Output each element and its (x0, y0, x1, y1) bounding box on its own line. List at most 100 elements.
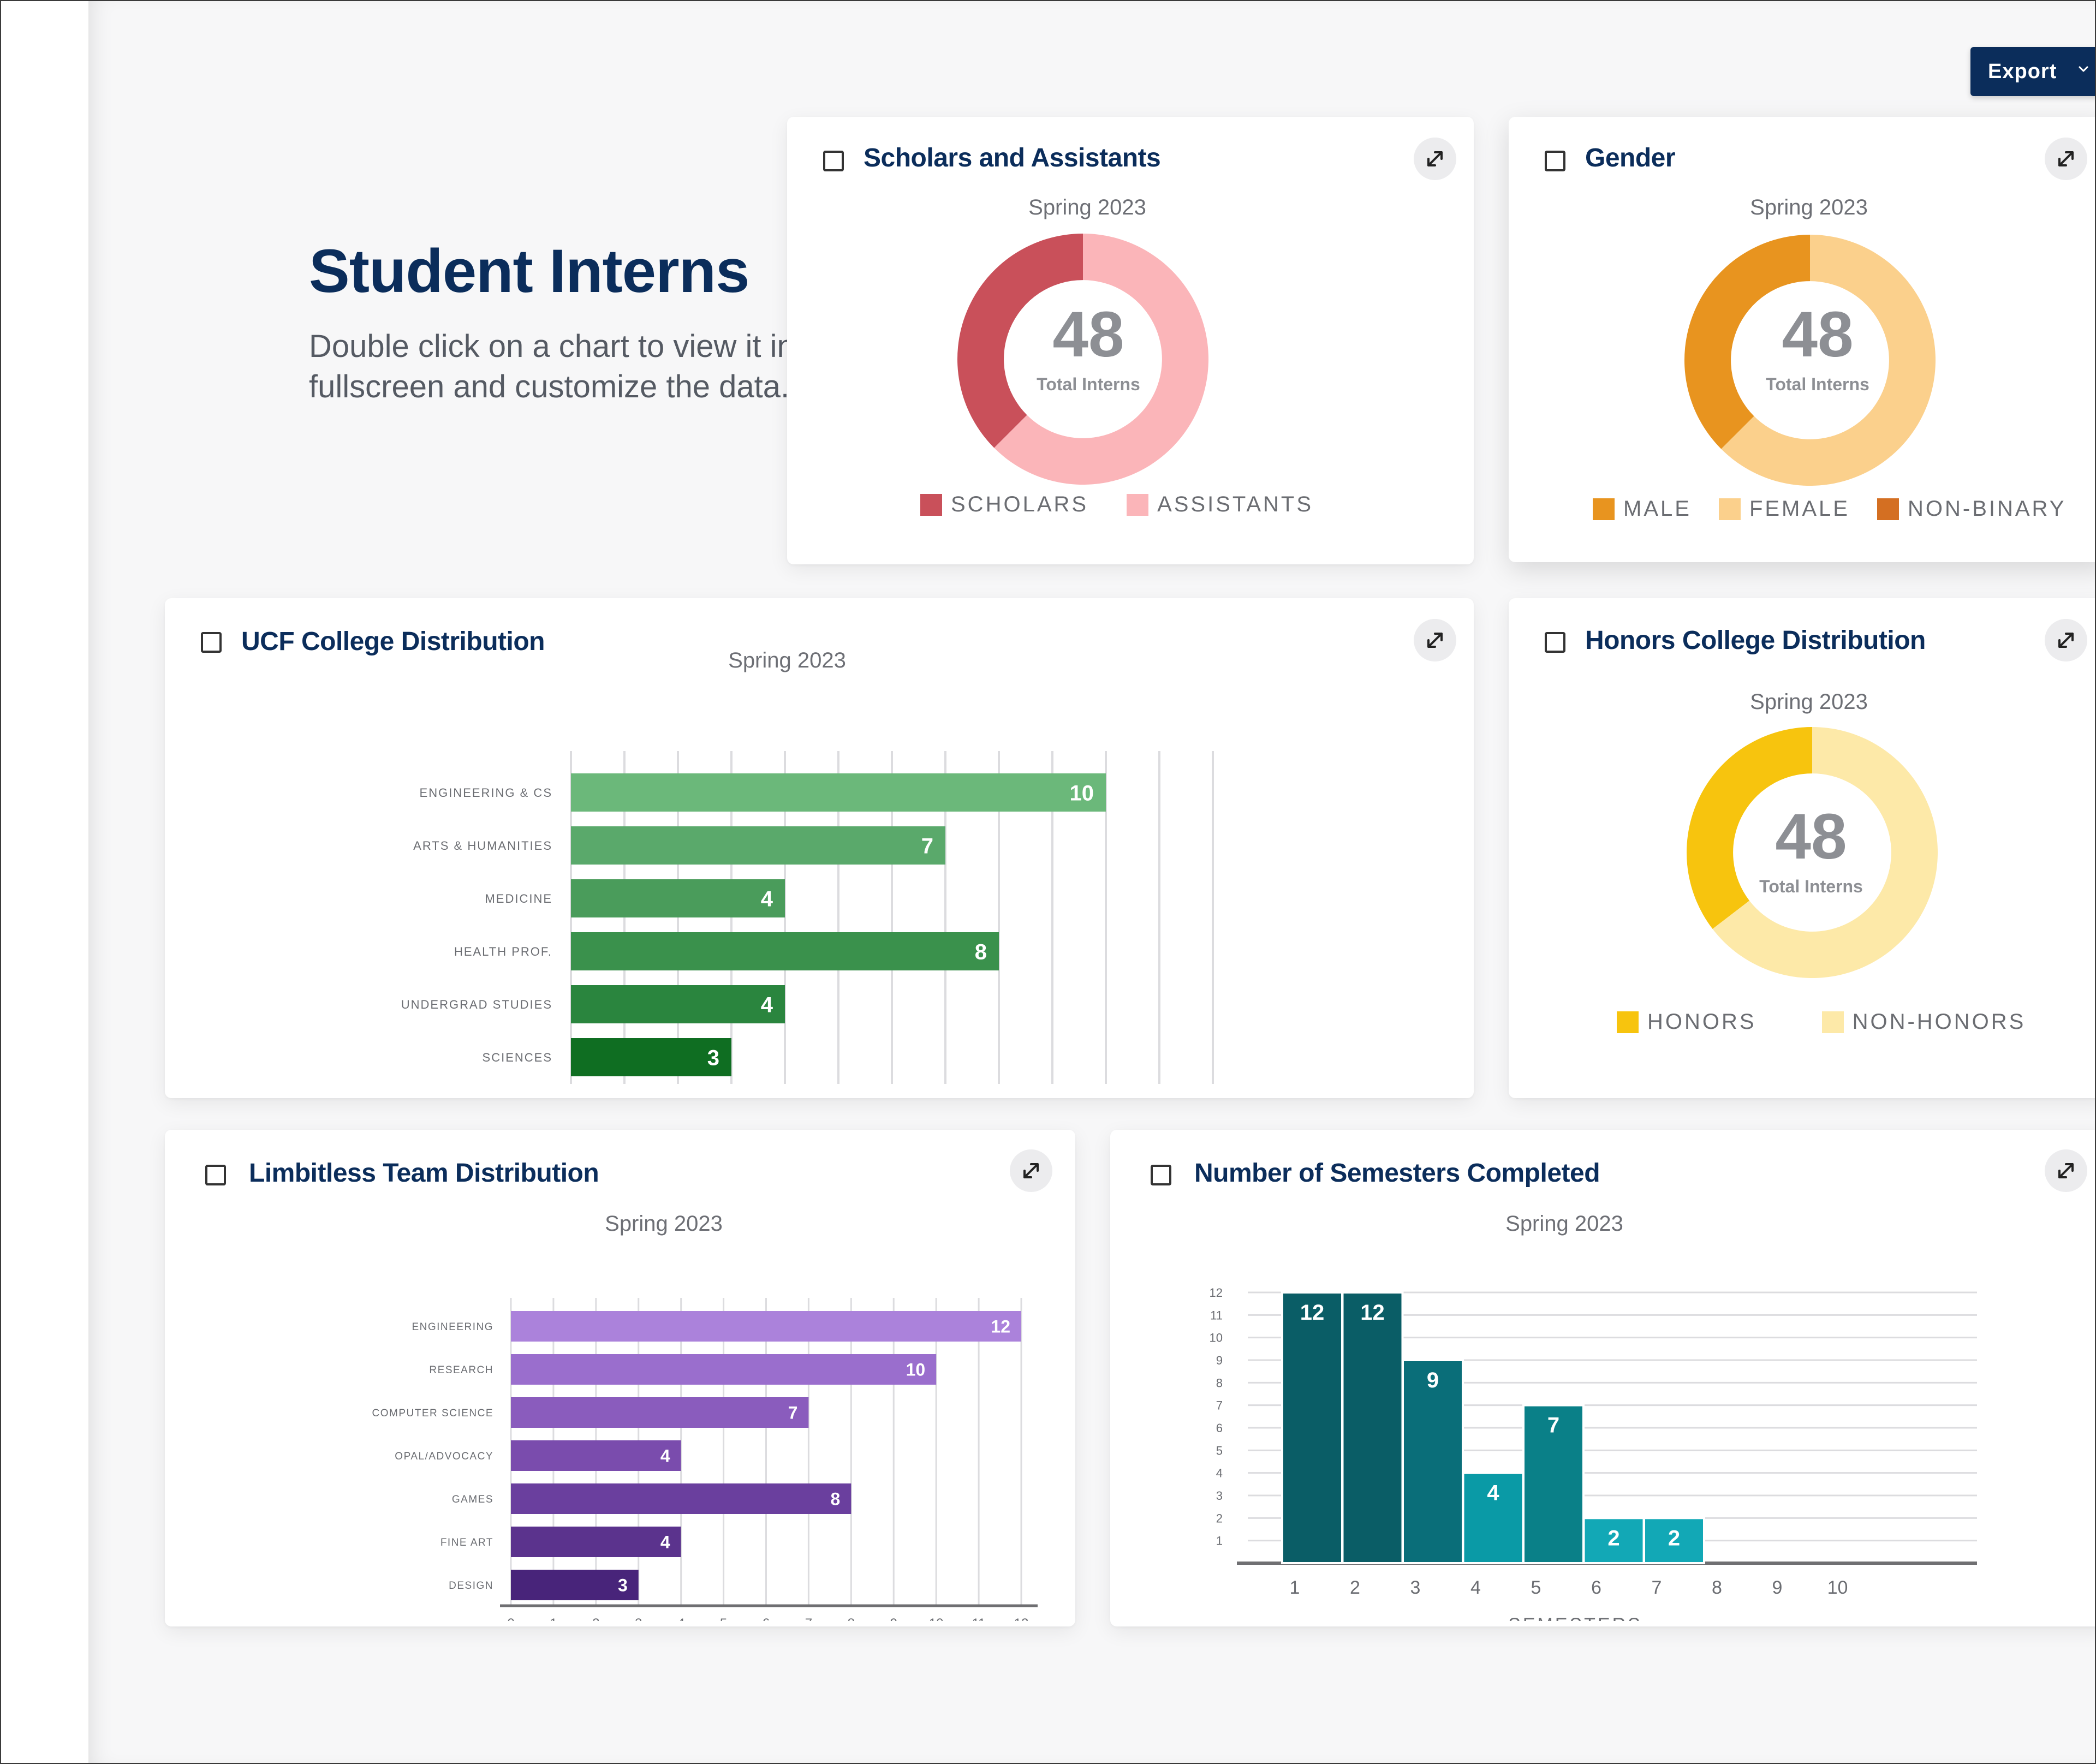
column (1643, 1517, 1705, 1565)
legend-label: FEMALE (1749, 497, 1850, 521)
bar (511, 1440, 681, 1471)
honors-card[interactable]: Honors College Distribution Spring 2023 … (1509, 598, 2095, 1098)
expand-button[interactable] (2045, 138, 2087, 180)
bar-value-label: 4 (761, 993, 773, 1017)
x-tick-label: 0 (507, 1616, 514, 1621)
column (1281, 1291, 1343, 1564)
legend-swatch (1718, 498, 1741, 520)
bar (571, 826, 945, 865)
expand-icon (2058, 633, 2074, 648)
scholars-checkbox[interactable] (823, 151, 844, 171)
chart-period: Spring 2023 (1505, 1212, 1623, 1236)
x-tick-label: 1 (550, 1616, 557, 1621)
semesters-checkbox[interactable] (1151, 1165, 1171, 1185)
y-tick-label: 4 (1216, 1467, 1223, 1480)
x-axis-title: SEMESTERS (1508, 1614, 1642, 1621)
legend-label: NON-HONORS (1852, 1010, 2026, 1034)
x-tick-label: 5 (720, 1616, 727, 1621)
x-tick-label: 9 (1772, 1577, 1783, 1598)
total-label: Total Interns (1766, 374, 1869, 394)
category-label: ENGINEERING & CS (420, 786, 552, 800)
x-tick-label: 3 (1410, 1577, 1421, 1598)
y-tick-label: 10 (1210, 1331, 1223, 1345)
x-tick-label: 5 (1531, 1577, 1541, 1598)
bar-chart: 012345678910111212ENGINEERING10RESEARCH7… (372, 1298, 1038, 1621)
category-label: COMPUTER SCIENCE (372, 1408, 493, 1419)
chevron-down-icon (2079, 66, 2088, 72)
bar-value-label: 3 (707, 1046, 719, 1070)
column-value-label: 2 (1668, 1526, 1680, 1550)
bar (571, 1038, 731, 1076)
donut-slice-non-honors (1712, 727, 1938, 978)
ucf-checkbox[interactable] (201, 632, 222, 653)
donut-slice-honors (1687, 727, 1812, 929)
category-label: GAMES (452, 1494, 493, 1505)
y-tick-label: 7 (1216, 1399, 1223, 1413)
x-tick-label: 7 (1652, 1577, 1662, 1598)
category-label: DESIGN (449, 1580, 493, 1592)
y-tick-label: 9 (1216, 1354, 1223, 1367)
gender-card[interactable]: Gender Spring 2023 48 Total Interns MALE… (1509, 117, 2095, 562)
expand-icon (1023, 1163, 1039, 1178)
chart-period: Spring 2023 (1750, 690, 1868, 714)
expand-button[interactable] (1010, 1149, 1052, 1192)
column (1341, 1291, 1404, 1564)
legend-item-non-honors[interactable]: NON-HONORS (1821, 1010, 2026, 1034)
category-label: RESEARCH (429, 1364, 493, 1376)
bar-value-label: 4 (761, 887, 773, 911)
legend-swatch (1593, 498, 1615, 520)
legend-item-female[interactable]: FEMALE (1718, 497, 1850, 521)
chart-period: Spring 2023 (728, 648, 846, 672)
legend-label: HONORS (1647, 1010, 1756, 1034)
page-subtitle: Double click on a chart to view it in fu… (309, 329, 795, 404)
chart-period: Spring 2023 (1028, 195, 1146, 219)
column-value-label: 4 (1487, 1481, 1499, 1505)
x-tick-label: 4 (1470, 1577, 1481, 1598)
expand-button[interactable] (2045, 619, 2087, 662)
donut-center: 48 Total Interns (1759, 804, 1863, 897)
expand-icon (2058, 151, 2074, 166)
bar (511, 1527, 681, 1557)
bar-value-label: 8 (831, 1489, 841, 1509)
scholars-card[interactable]: Scholars and Assistants Spring 2023 48 T… (787, 117, 1474, 564)
legend-item-scholars[interactable]: SCHOLARS (920, 492, 1088, 517)
bar-value-label: 4 (660, 1446, 670, 1466)
expand-button[interactable] (2045, 1149, 2087, 1192)
limbitless-checkbox[interactable] (205, 1165, 226, 1185)
legend-swatch (1821, 1011, 1844, 1033)
total-count: 48 (1775, 801, 1847, 873)
ucf-card[interactable]: UCF College Distribution Spring 2023 012… (165, 598, 1474, 1098)
x-tick-label: 1 (1290, 1577, 1300, 1598)
export-button[interactable]: Export (1970, 47, 2095, 96)
bar (511, 1311, 1021, 1342)
legend-item-male[interactable]: MALE (1593, 497, 1692, 521)
total-count: 48 (1052, 299, 1124, 371)
column (1582, 1517, 1645, 1565)
card-title: Number of Semesters Completed (1194, 1159, 1600, 1188)
bar-value-label: 8 (975, 940, 987, 964)
y-tick-label: 1 (1216, 1534, 1223, 1548)
limbitless-card[interactable]: Limbitless Team Distribution Spring 2023… (165, 1130, 1075, 1626)
category-label: OPAL/ADVOCACY (395, 1451, 493, 1462)
x-tick-label: 4 (677, 1616, 684, 1621)
column-value-label: 7 (1547, 1414, 1559, 1438)
column-value-label: 2 (1607, 1526, 1619, 1550)
bar (511, 1483, 851, 1514)
x-tick-label: 11 (972, 1616, 986, 1621)
legend-item-honors[interactable]: HONORS (1617, 1010, 1756, 1034)
gender-checkbox[interactable] (1545, 151, 1565, 171)
legend-label: MALE (1623, 497, 1692, 521)
legend-item-non-binary[interactable]: NON-BINARY (1877, 497, 2066, 521)
honors-checkbox[interactable] (1545, 632, 1565, 653)
semesters-card[interactable]: Number of Semesters Completed Spring 202… (1110, 1130, 2095, 1626)
donut-chart (957, 234, 1208, 485)
expand-button[interactable] (1414, 619, 1456, 662)
category-label: UNDERGRAD STUDIES (401, 998, 552, 1011)
y-tick-label: 5 (1216, 1444, 1223, 1457)
legend-label: ASSISTANTS (1157, 492, 1314, 516)
card-title: Limbitless Team Distribution (249, 1159, 599, 1188)
legend-item-assistants[interactable]: ASSISTANTS (1127, 492, 1313, 517)
legend-swatch (920, 493, 942, 516)
expand-button[interactable] (1414, 138, 1456, 180)
